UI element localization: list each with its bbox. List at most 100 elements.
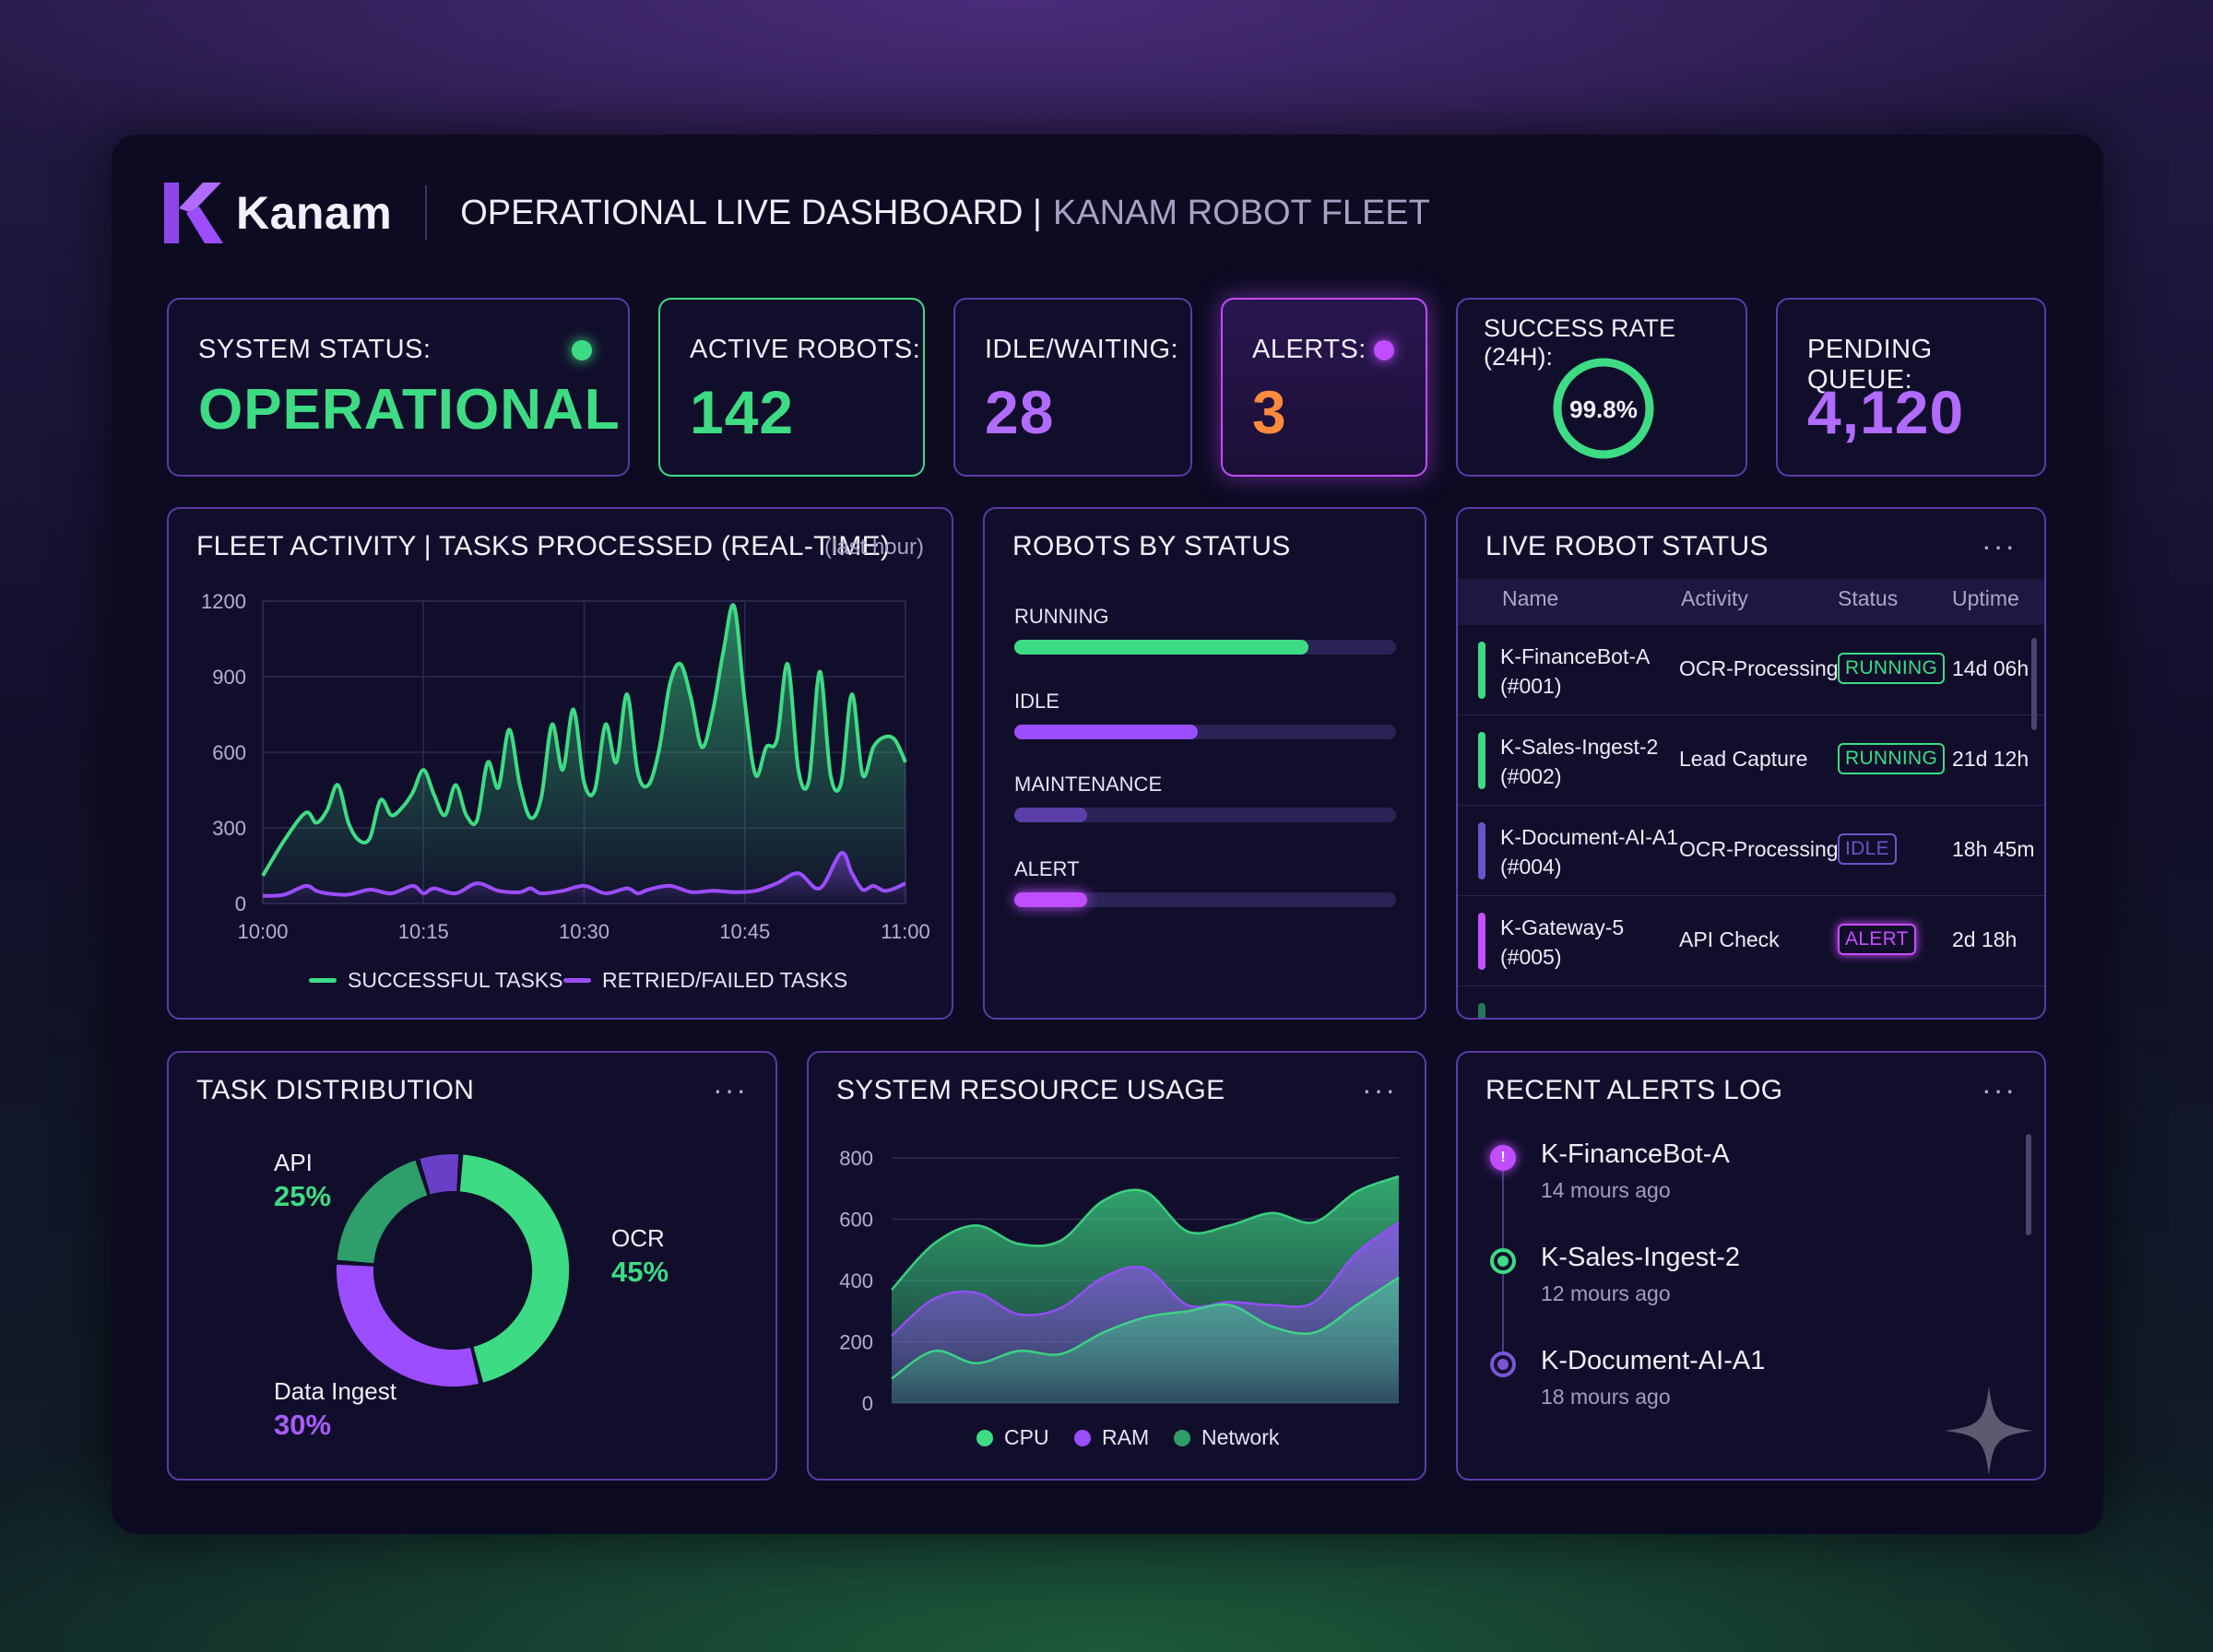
legend-failed: RETRIED/FAILED TASKS [563, 968, 847, 993]
row-uptime: 14d 06h [1952, 656, 2030, 680]
active-robots-label: ACTIVE ROBOTS: [690, 335, 921, 364]
y-tick-label: 1200 [201, 590, 246, 613]
more-icon[interactable]: ··· [1362, 1073, 1397, 1106]
alert-robot-name: K-FinanceBot-A [1541, 1139, 1730, 1169]
timeline-node-icon [1490, 1248, 1516, 1274]
fleet-activity-panel: FLEET ACTIVITY | TASKS PROCESSED (REAL-T… [167, 507, 953, 1020]
alert-robot-name: K-Sales-Ingest-2 [1541, 1243, 1740, 1272]
status-badge: IDLE [1838, 833, 1897, 865]
y-tick-label: 0 [235, 892, 246, 915]
table-row[interactable]: K-Sales-Ingest-2 (#002) Lead Capture RUNNIN… [1458, 715, 2044, 806]
table-header [1458, 579, 2044, 625]
alert-log-item[interactable]: K-Document-AI-A1 18 mours ago [1458, 1346, 1974, 1429]
status-bar-fill-alert [1014, 892, 1087, 907]
kpi-system-status[interactable]: SYSTEM STATUS: OPERATIONAL [167, 298, 630, 477]
y-tick-label: 600 [839, 1209, 873, 1232]
table-row[interactable]: K-Gateway-5 (#005) API Check ALERT 2d 18h [1458, 896, 2044, 986]
alert-time: 14 mours ago [1541, 1178, 1671, 1202]
resource-usage-chart: 0 200 400 600 800 [839, 1147, 1400, 1415]
col-activity[interactable]: Activity [1681, 586, 1748, 610]
status-bar-label-maintenance: MAINTENANCE [1014, 773, 1163, 796]
donut-pct-ocr: 45% [611, 1256, 669, 1288]
row-status-bar [1478, 642, 1485, 699]
row-name-line2: (#002) [1500, 764, 1562, 788]
status-badge: RUNNING [1838, 743, 1946, 774]
status-badge: RUNNING [1838, 653, 1946, 684]
y-tick-label: 400 [839, 1269, 873, 1292]
series-area-failed [263, 853, 905, 903]
table-row[interactable]: K-FinanceBot-A (#001) OCR-Processing RUNNIN… [1458, 625, 2044, 715]
x-tick-label: 10:15 [398, 920, 449, 943]
status-bar-fill-maintenance [1014, 808, 1087, 822]
more-icon[interactable]: ··· [1982, 1073, 2017, 1106]
row-uptime: 2d 18h [1952, 927, 2018, 951]
row-name-line2: (#001) [1500, 674, 1562, 698]
scrollbar[interactable] [2031, 638, 2037, 730]
alert-log-item[interactable]: K-Sales-Ingest-2 12 mours ago [1458, 1243, 1974, 1326]
row-name-line1: K-Sales-Ingest-2 [1500, 735, 1659, 759]
alert-time: 18 mours ago [1541, 1385, 1671, 1409]
scrollbar[interactable] [2026, 1134, 2031, 1235]
series-line-network [891, 1276, 1400, 1380]
row-activity: OCR-Processing [1679, 837, 1839, 861]
y-tick-label: 0 [862, 1392, 873, 1415]
series-area-successful [263, 605, 905, 903]
row-status-bar [1478, 822, 1485, 879]
status-bar-track [1014, 808, 1396, 822]
legend-network-label: Network [1201, 1425, 1280, 1449]
robots-by-status-panel: ROBOTS BY STATUS RUNNING IDLE MAINTENANCE A… [983, 507, 1426, 1020]
donut-pct-api: 25% [274, 1180, 332, 1212]
donut-slice-api-secondary[interactable] [420, 1153, 459, 1195]
fleet-activity-note: (last hour) [823, 535, 924, 560]
task-distribution-title: TASK DISTRIBUTION [196, 1075, 475, 1105]
success-rate-label: SUCCESS RATE (24H): [1484, 314, 1676, 371]
col-status[interactable]: Status [1838, 586, 1899, 610]
row-status-bar [1478, 913, 1485, 970]
more-icon[interactable]: ··· [713, 1073, 748, 1106]
col-name[interactable]: Name [1502, 586, 1559, 610]
x-tick-label: 11:00 [881, 920, 929, 943]
series-line-failed [262, 851, 906, 898]
legend-cpu-label: CPU [1004, 1425, 1049, 1449]
legend-line-green [309, 978, 337, 983]
series-line-ram [891, 1221, 1400, 1337]
status-dot-icon [572, 340, 592, 360]
alert-log-item[interactable]: ! K-FinanceBot-A 14 mours ago [1458, 1139, 1974, 1222]
kpi-success-rate[interactable]: SUCCESS RATE (24H): 99.8% [1456, 298, 1747, 477]
kpi-active-robots[interactable]: ACTIVE ROBOTS: 142 [658, 298, 925, 477]
row-name: K-Sales-Ingest-2 (#002) [1500, 732, 1658, 791]
pending-label: PENDING QUEUE: [1807, 335, 1933, 395]
kpi-pending-queue[interactable]: PENDING QUEUE: 4,120 [1776, 298, 2046, 477]
series-line-successful [261, 603, 907, 877]
robots-by-status-title: ROBOTS BY STATUS [1012, 531, 1291, 561]
donut-slice-api[interactable] [337, 1160, 428, 1264]
resource-usage-title: SYSTEM RESOURCE USAGE [836, 1075, 1225, 1105]
x-tick-label: 10:45 [719, 920, 770, 943]
donut-slice-ocr[interactable] [459, 1154, 570, 1383]
status-bar-track [1014, 892, 1396, 907]
row-activity: Lead Capture [1679, 747, 1808, 771]
system-status-label: SYSTEM STATUS: [198, 335, 432, 364]
y-tick-label: 900 [212, 666, 246, 689]
more-icon[interactable]: ··· [1982, 529, 2017, 562]
y-tick-label: 600 [212, 741, 246, 764]
alert-robot-name: K-Document-AI-A1 [1541, 1346, 1766, 1375]
donut-slice-data-ingest[interactable] [337, 1264, 479, 1387]
series-area-network [892, 1277, 1399, 1403]
kanam-logo-icon [164, 183, 223, 243]
kpi-alerts[interactable]: ALERTS: 3 [1221, 298, 1427, 477]
col-uptime[interactable]: Uptime [1952, 586, 2019, 610]
alerts-value: 3 [1252, 378, 1287, 446]
y-tick-label: 800 [839, 1147, 873, 1170]
donut-label-api: API [274, 1149, 313, 1176]
success-rate-value: 99.8% [1569, 395, 1638, 423]
table-row[interactable]: K-Document-AI-A1 (#004) OCR-Processing IDLE… [1458, 806, 2044, 896]
status-bar-track [1014, 725, 1396, 739]
kpi-idle-waiting[interactable]: IDLE/WAITING: 28 [953, 298, 1192, 477]
legend-network: Network [1174, 1425, 1279, 1450]
status-bar-fill-running [1014, 640, 1308, 655]
alert-time: 12 mours ago [1541, 1281, 1671, 1305]
header: Kanam OPERATIONAL LIVE DASHBOARD | KANAM… [164, 171, 1430, 254]
legend-ram: RAM [1074, 1425, 1149, 1450]
task-distribution-donut [337, 1153, 570, 1387]
